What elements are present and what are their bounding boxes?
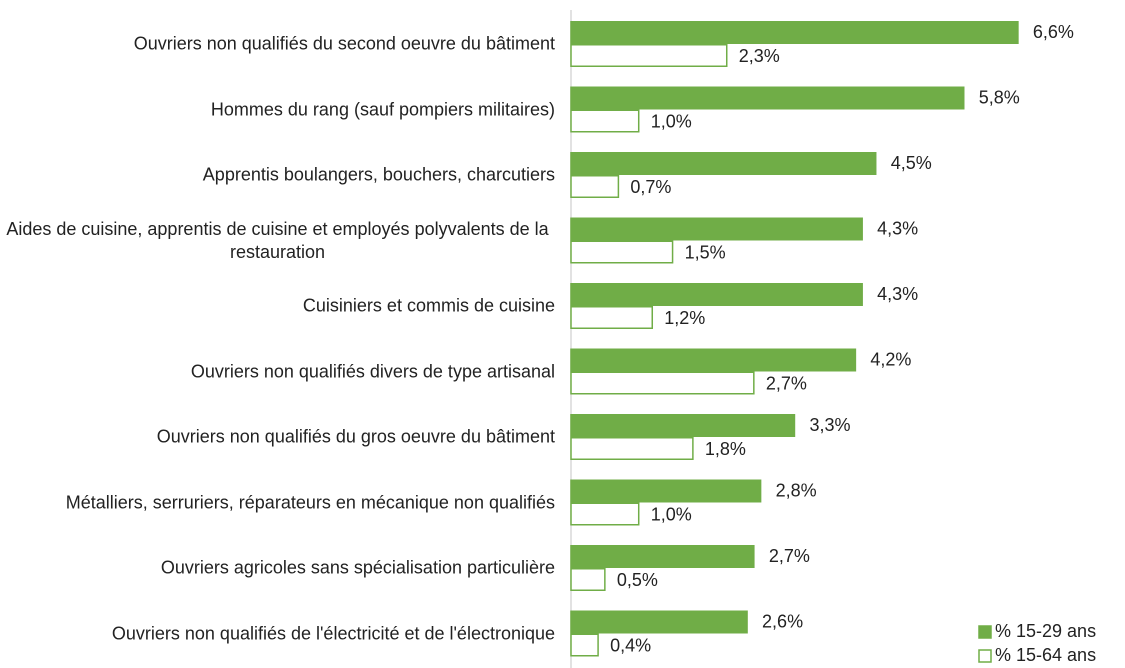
value-label: 0,4% bbox=[610, 635, 651, 655]
bar bbox=[570, 633, 599, 657]
bar bbox=[570, 240, 674, 264]
bar bbox=[570, 479, 762, 503]
value-label: 5,8% bbox=[979, 87, 1020, 107]
bar bbox=[570, 437, 694, 460]
value-label: 4,3% bbox=[877, 218, 918, 238]
value-label: 4,3% bbox=[877, 284, 918, 304]
value-label: 4,2% bbox=[870, 349, 911, 369]
value-label: 0,5% bbox=[617, 570, 658, 590]
value-label: 6,6% bbox=[1033, 22, 1074, 42]
bar bbox=[570, 21, 1019, 44]
legend-swatch bbox=[978, 625, 992, 639]
value-label: 2,6% bbox=[762, 611, 803, 631]
legend-label: % 15-64 ans bbox=[995, 645, 1096, 665]
bar bbox=[570, 217, 863, 241]
value-label: 2,8% bbox=[776, 480, 817, 500]
category-label: Ouvriers non qualifiés du second oeuvre … bbox=[0, 33, 555, 56]
bar bbox=[570, 306, 654, 329]
legend-label: % 15-29 ans bbox=[995, 621, 1096, 641]
category-text: Métalliers, serruriers, réparateurs en m… bbox=[65, 492, 555, 512]
bar bbox=[570, 610, 748, 634]
bar bbox=[570, 545, 755, 568]
value-label: 1,5% bbox=[685, 242, 726, 262]
category-text: Aides de cuisine, apprentis de cuisine e… bbox=[6, 218, 549, 262]
category-text: Ouvriers agricoles sans spécialisation p… bbox=[160, 557, 555, 578]
category-text: Ouvriers non qualifiés divers de type ar… bbox=[190, 361, 555, 381]
value-label: 1,2% bbox=[664, 308, 705, 328]
category-label: Ouvriers non qualifiés du gros oeuvre du… bbox=[0, 426, 555, 449]
category-label: Cuisiniers et commis de cuisine bbox=[0, 295, 555, 318]
category-text: Ouvriers non qualifiés du second oeuvre … bbox=[133, 33, 555, 54]
value-label: 2,7% bbox=[766, 373, 807, 393]
category-label: Ouvriers non qualifiés divers de type ar… bbox=[0, 360, 555, 383]
bar bbox=[570, 175, 620, 198]
category-label: Ouvriers non qualifiés de l'électricité … bbox=[0, 622, 555, 645]
value-label: 2,3% bbox=[739, 46, 780, 66]
bar bbox=[570, 86, 965, 110]
category-text: Cuisiniers et commis de cuisine bbox=[302, 295, 555, 316]
value-label: 1,0% bbox=[651, 504, 692, 524]
category-label: Hommes du rang (sauf pompiers militaires… bbox=[0, 98, 555, 121]
category-text: Hommes du rang (sauf pompiers militaires… bbox=[210, 99, 555, 119]
bar bbox=[570, 502, 640, 526]
category-text: Ouvriers non qualifiés de l'électricité … bbox=[111, 623, 555, 643]
value-label: 0,7% bbox=[630, 177, 671, 197]
value-label: 1,8% bbox=[705, 439, 746, 459]
bar bbox=[570, 109, 640, 133]
value-label: 1,0% bbox=[651, 111, 692, 131]
category-label: Aides de cuisine, apprentis de cuisine e… bbox=[0, 218, 555, 264]
bar bbox=[570, 568, 606, 591]
bar bbox=[570, 283, 863, 306]
bar bbox=[570, 348, 857, 372]
category-label: Apprentis boulangers, bouchers, charcuti… bbox=[0, 164, 555, 187]
category-text: Ouvriers non qualifiés du gros oeuvre du… bbox=[156, 426, 555, 447]
bar bbox=[570, 152, 877, 175]
category-text: Apprentis boulangers, bouchers, charcuti… bbox=[202, 164, 555, 185]
legend-swatch bbox=[978, 649, 992, 663]
category-label: Métalliers, serruriers, réparateurs en m… bbox=[0, 491, 555, 514]
bar bbox=[570, 414, 796, 437]
value-label: 3,3% bbox=[809, 415, 850, 435]
value-label: 4,5% bbox=[891, 153, 932, 173]
category-label: Ouvriers agricoles sans spécialisation p… bbox=[0, 557, 555, 580]
bar bbox=[570, 44, 728, 67]
bar bbox=[570, 371, 755, 395]
value-label: 2,7% bbox=[769, 546, 810, 566]
